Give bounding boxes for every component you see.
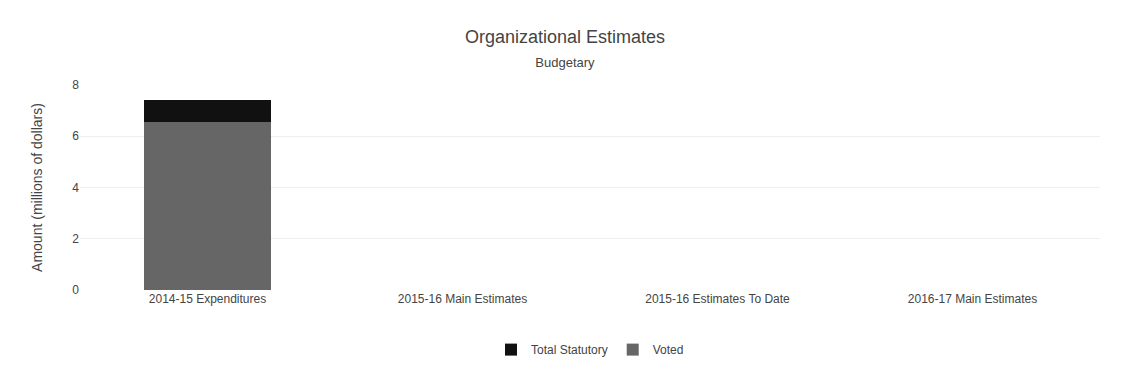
- svg-text:2014-15 Expenditures: 2014-15 Expenditures: [149, 292, 266, 306]
- svg-text:2015-16 Estimates To Date: 2015-16 Estimates To Date: [645, 292, 790, 306]
- svg-text:Total Statutory: Total Statutory: [531, 343, 608, 357]
- svg-text:Organizational Estimates: Organizational Estimates: [465, 27, 665, 47]
- svg-text:0: 0: [72, 283, 79, 297]
- svg-text:Budgetary: Budgetary: [535, 55, 595, 70]
- svg-text:8: 8: [72, 78, 79, 92]
- svg-text:Amount (millions of dollars): Amount (millions of dollars): [29, 103, 45, 272]
- svg-text:2: 2: [72, 232, 79, 246]
- svg-text:2015-16 Main Estimates: 2015-16 Main Estimates: [398, 292, 527, 306]
- svg-text:4: 4: [72, 181, 79, 195]
- svg-text:2016-17 Main Estimates: 2016-17 Main Estimates: [908, 292, 1037, 306]
- svg-text:Voted: Voted: [653, 343, 684, 357]
- svg-text:6: 6: [72, 129, 79, 143]
